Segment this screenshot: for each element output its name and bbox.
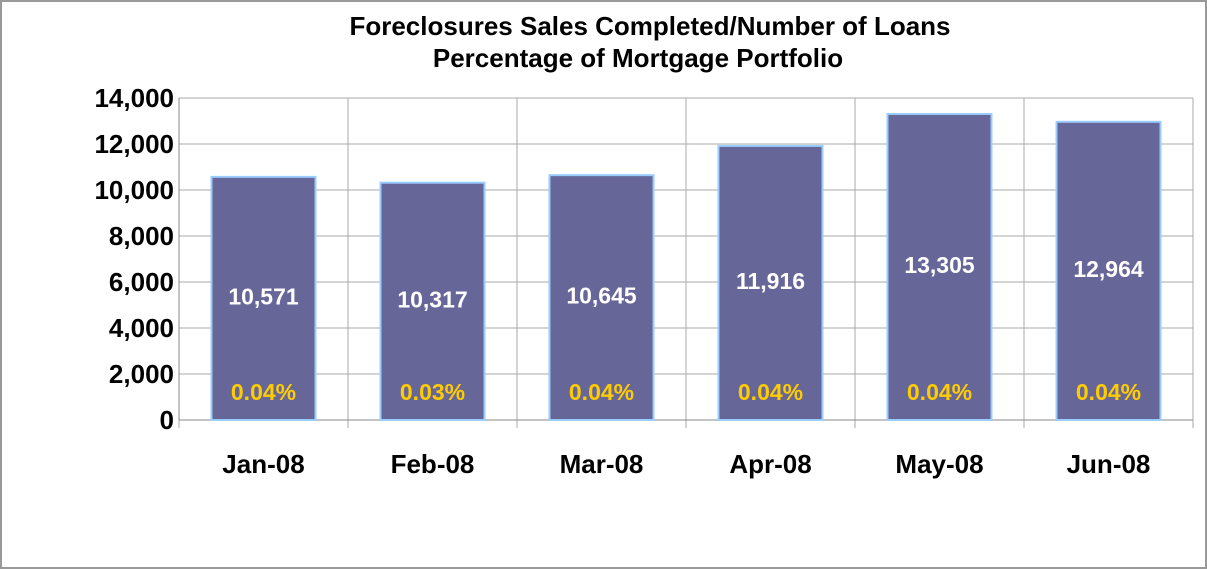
y-tick-label: 10,000	[94, 175, 174, 205]
y-tick-label: 2,000	[109, 359, 174, 389]
x-tick-label: Mar-08	[560, 449, 644, 479]
chart-subtitle: Percentage of Mortgage Portfolio	[433, 43, 843, 73]
bar	[886, 112, 993, 422]
value-label: 12,964	[1073, 256, 1144, 282]
share-label: 0.04%	[907, 379, 972, 405]
share-label: 0.04%	[231, 379, 296, 405]
value-label: 10,645	[566, 283, 637, 309]
y-tick-label: 0	[160, 405, 174, 435]
bar	[1055, 120, 1162, 421]
value-label: 11,916	[736, 268, 805, 294]
value-label: 13,305	[904, 252, 975, 278]
bar	[717, 144, 824, 421]
bar	[379, 181, 486, 421]
bar	[548, 174, 655, 421]
y-tick-label: 6,000	[109, 267, 174, 297]
y-tick-label: 8,000	[109, 221, 174, 251]
share-label: 0.04%	[569, 379, 634, 405]
y-tick-label: 12,000	[94, 129, 174, 159]
bar	[210, 175, 317, 421]
x-tick-label: Jun-08	[1067, 449, 1151, 479]
share-label: 0.03%	[400, 379, 465, 405]
value-label: 10,317	[397, 286, 467, 312]
chart-title: Foreclosures Sales Completed/Number of L…	[349, 11, 950, 41]
x-tick-label: May-08	[895, 449, 983, 479]
x-tick-label: Apr-08	[729, 449, 811, 479]
y-tick-label: 14,000	[94, 83, 174, 113]
value-label: 10,571	[228, 284, 299, 310]
x-tick-label: Jan-08	[222, 449, 304, 479]
y-tick-label: 4,000	[109, 313, 174, 343]
share-label: 0.04%	[1076, 379, 1141, 405]
x-tick-label: Feb-08	[391, 449, 475, 479]
share-label: 0.04%	[738, 379, 803, 405]
